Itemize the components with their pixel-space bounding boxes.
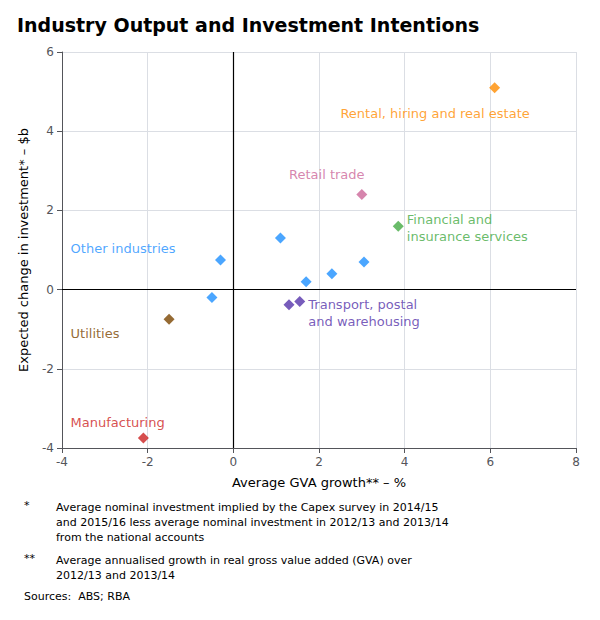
svg-text:Average nominal investment imp: Average nominal investment implied by th… bbox=[56, 501, 438, 514]
svg-text:2: 2 bbox=[315, 455, 323, 469]
svg-text:**: ** bbox=[24, 552, 36, 565]
svg-text:4: 4 bbox=[401, 455, 409, 469]
svg-text:Industry Output and Investment: Industry Output and Investment Intention… bbox=[17, 14, 479, 36]
svg-text:6: 6 bbox=[487, 455, 495, 469]
svg-text:from the national accounts: from the national accounts bbox=[56, 531, 205, 544]
svg-text:Manufacturing: Manufacturing bbox=[71, 415, 165, 430]
svg-text:Average annualised growth in r: Average annualised growth in real gross … bbox=[56, 554, 412, 567]
svg-text:-4: -4 bbox=[56, 455, 68, 469]
svg-text:Retail trade: Retail trade bbox=[289, 167, 365, 182]
svg-text:0: 0 bbox=[46, 283, 54, 297]
svg-text:Other industries: Other industries bbox=[71, 241, 176, 256]
svg-text:Transport, postal: Transport, postal bbox=[307, 297, 417, 312]
svg-text:insurance services: insurance services bbox=[407, 229, 528, 244]
svg-text:Expected change in investment*: Expected change in investment* – $b bbox=[16, 128, 31, 372]
svg-text:4: 4 bbox=[46, 124, 54, 138]
svg-text:-2: -2 bbox=[142, 455, 154, 469]
svg-text:Utilities: Utilities bbox=[71, 326, 120, 341]
svg-text:*: * bbox=[24, 499, 30, 512]
svg-text:-4: -4 bbox=[42, 441, 54, 455]
svg-text:Rental, hiring and real estate: Rental, hiring and real estate bbox=[340, 106, 529, 121]
svg-text:Financial and: Financial and bbox=[407, 212, 493, 227]
svg-text:and 2015/16 less average nomin: and 2015/16 less average nominal investm… bbox=[56, 516, 449, 529]
svg-text:Sources: ABS; RBA: Sources: ABS; RBA bbox=[24, 590, 130, 603]
svg-text:2012/13 and 2013/14: 2012/13 and 2013/14 bbox=[56, 569, 175, 582]
svg-text:Average GVA growth** – %: Average GVA growth** – % bbox=[232, 475, 406, 490]
svg-text:8: 8 bbox=[572, 455, 580, 469]
svg-text:2: 2 bbox=[46, 203, 54, 217]
svg-text:6: 6 bbox=[46, 45, 54, 59]
svg-text:-2: -2 bbox=[42, 362, 54, 376]
svg-text:and warehousing: and warehousing bbox=[308, 314, 420, 329]
svg-text:0: 0 bbox=[230, 455, 238, 469]
